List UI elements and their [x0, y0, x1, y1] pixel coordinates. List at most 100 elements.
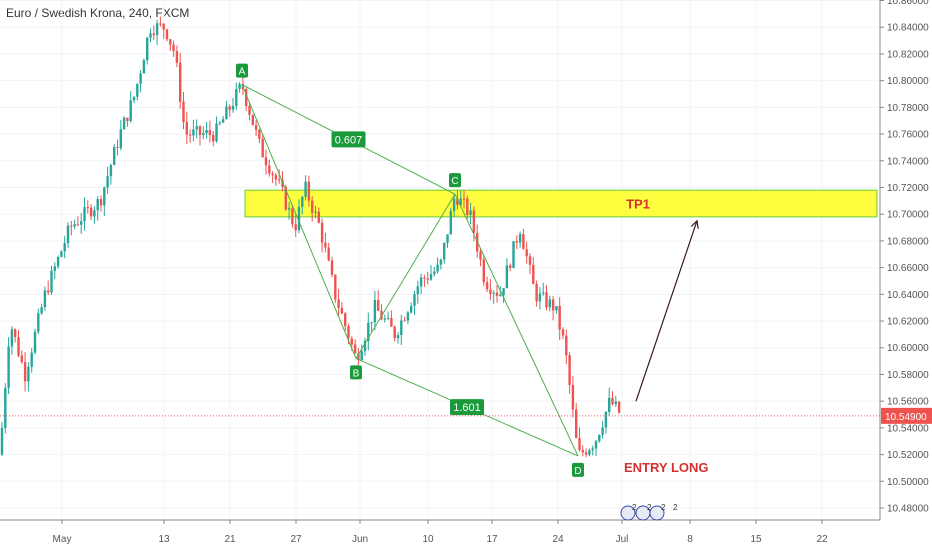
candle-body — [291, 208, 294, 225]
event-count: 2 — [661, 503, 666, 512]
candle-body — [56, 256, 60, 267]
pattern-point-d-badge — [572, 462, 584, 477]
candle-body — [419, 277, 423, 287]
candle-body — [245, 89, 248, 106]
candle-body — [575, 409, 578, 438]
candle-body — [347, 326, 350, 339]
x-tick-label: Jun — [352, 534, 368, 545]
candle-body — [287, 208, 291, 210]
candle-body — [350, 338, 353, 345]
candle-body — [340, 307, 344, 314]
candle-body — [268, 165, 271, 174]
candle-body — [50, 270, 53, 293]
ratio-badge — [450, 399, 484, 416]
candle-body — [53, 266, 56, 271]
candle-body — [591, 448, 594, 451]
x-tick-label: 17 — [486, 534, 498, 545]
candle-body — [192, 129, 195, 136]
candle-body — [598, 434, 601, 442]
candle-body — [314, 211, 317, 213]
candle-body — [93, 210, 96, 217]
candle-body — [278, 179, 281, 181]
pattern-point-b-badge — [350, 365, 362, 380]
candle-body — [466, 198, 469, 215]
candle-body — [188, 134, 192, 136]
candle-body — [195, 126, 198, 130]
candle-body — [231, 105, 235, 110]
pattern-point-c: C — [451, 176, 458, 187]
candle-body — [0, 428, 4, 455]
candle-body — [225, 106, 228, 120]
candle-body — [330, 260, 334, 275]
candle-body — [179, 62, 182, 102]
candle-body — [271, 173, 274, 176]
candle-body — [462, 198, 466, 200]
candle-body — [228, 106, 231, 110]
candle-body — [410, 305, 413, 313]
ratio-label: 1.601 — [453, 402, 481, 414]
y-tick-label: 10.66000 — [887, 263, 929, 274]
candle-body — [611, 397, 614, 405]
candle-body — [532, 264, 535, 285]
candle-body — [614, 401, 617, 405]
tp-zone: TP1 — [244, 189, 878, 218]
candle-body — [403, 320, 406, 322]
candle-body — [254, 125, 258, 130]
pattern-leg — [241, 84, 357, 359]
candle-body — [10, 329, 14, 347]
pattern-leg — [355, 193, 456, 359]
candle-body — [413, 294, 416, 306]
candle-body — [109, 164, 113, 177]
candle-body — [436, 264, 439, 272]
candle-body — [47, 290, 50, 293]
candle-body — [568, 355, 571, 386]
candle-body — [588, 450, 591, 455]
candle-body — [617, 401, 621, 413]
candle-body — [218, 122, 221, 124]
current-price-label: 10.54900 — [885, 412, 927, 423]
event-icon — [620, 505, 636, 521]
candle-body — [264, 157, 268, 166]
candle-body — [522, 234, 525, 250]
candle-body — [165, 29, 169, 40]
candle-body — [472, 210, 476, 233]
candle-body — [86, 207, 89, 209]
pattern-point-d: D — [574, 466, 581, 477]
y-tick-label: 10.56000 — [887, 397, 929, 408]
y-tick-label: 10.80000 — [887, 76, 929, 87]
candle-body — [584, 452, 588, 455]
candle-body — [258, 129, 261, 139]
candle-body — [113, 147, 116, 165]
candle-body — [235, 88, 238, 106]
y-tick-label: 10.82000 — [887, 49, 929, 60]
candle-body — [202, 133, 205, 136]
ratio-badge — [331, 131, 366, 148]
candle-body — [215, 123, 218, 142]
candle-body — [558, 306, 561, 330]
candle-body — [479, 251, 482, 260]
candle-body — [27, 366, 30, 382]
y-tick-label: 10.64000 — [887, 290, 929, 301]
candle-body — [469, 210, 472, 215]
candle-body — [377, 300, 380, 311]
candle-body — [261, 138, 264, 158]
candle-body — [344, 313, 347, 327]
y-tick-label: 10.48000 — [887, 504, 929, 515]
candle-body — [132, 96, 136, 101]
candle-body — [320, 222, 324, 243]
candle-body — [495, 292, 499, 296]
projection-arrow — [635, 220, 698, 402]
candle-body — [604, 411, 608, 428]
candle-body — [601, 427, 604, 435]
candle-body — [73, 224, 76, 227]
candle-body — [426, 278, 429, 280]
candle-body — [294, 224, 297, 231]
candle-body — [142, 60, 146, 74]
candle-body — [221, 119, 225, 123]
candle-body — [515, 241, 518, 243]
candle-body — [146, 37, 149, 61]
candle-body — [106, 176, 109, 188]
candle-body — [400, 320, 403, 336]
